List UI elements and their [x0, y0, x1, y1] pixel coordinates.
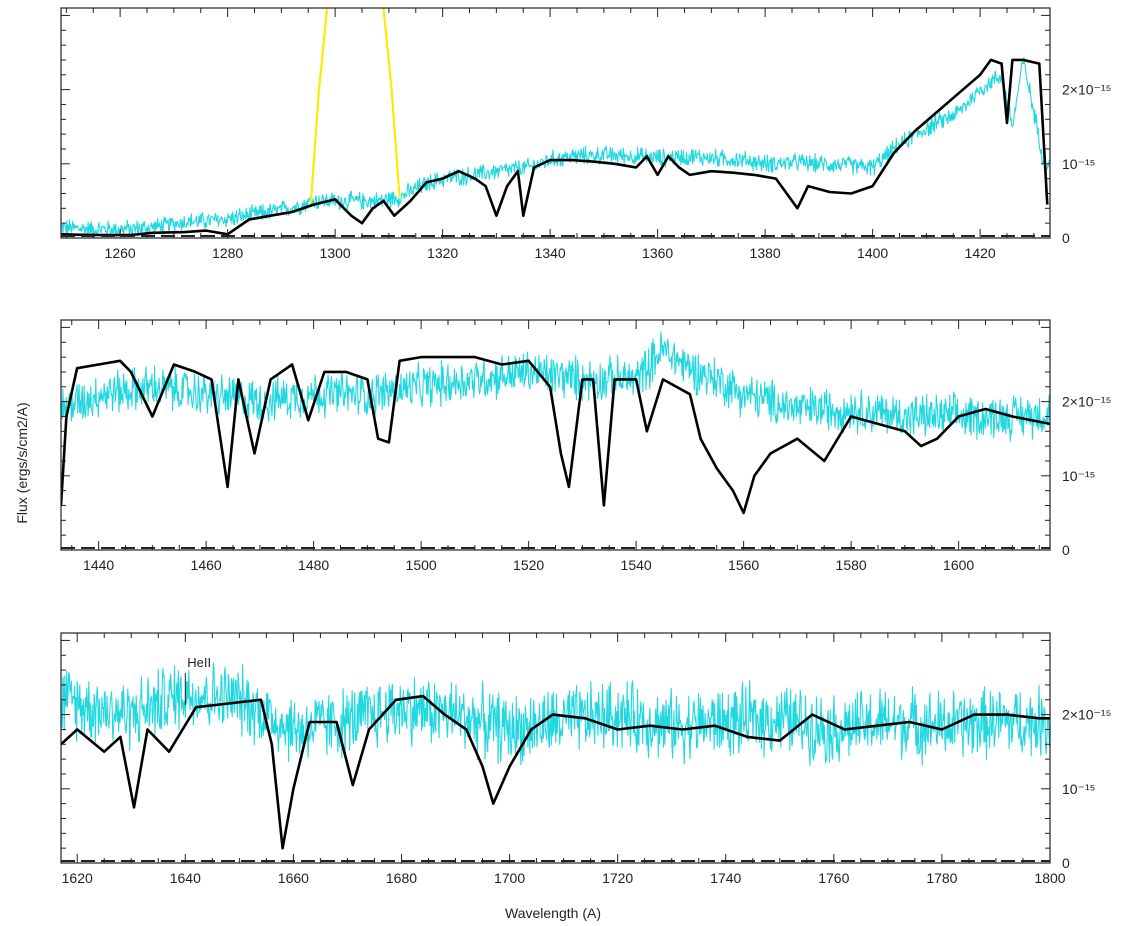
- x-tick-label: 1760: [818, 870, 849, 886]
- series-model-line: [61, 355, 1050, 515]
- x-tick-label: 1740: [710, 870, 741, 886]
- annotation-label: HeII: [187, 655, 211, 670]
- chart-panel-3: 1620 1640 1660 1680 1700 1720 1740 1760 1780 1800…: [60, 632, 1111, 886]
- plot-frame: [60, 7, 1051, 239]
- x-tick-label: 1620: [62, 870, 93, 886]
- series-group: [61, 8, 1050, 238]
- chart-panel-2: 1440 1460 1480 1500 1520 1540 1560 1580 1600 0 10⁻…: [60, 319, 1111, 573]
- x-tick-label: 1280: [212, 245, 243, 261]
- x-tick-label: 1460: [191, 557, 222, 573]
- x-tick-label: 1540: [621, 557, 652, 573]
- y-tick-label: 0: [1062, 542, 1070, 558]
- series-group: [61, 662, 1050, 850]
- x-tick-label: 1400: [857, 245, 888, 261]
- x-tick-label: 1560: [728, 557, 759, 573]
- x-tick-label: 1640: [170, 870, 201, 886]
- chart-panel-1: 1260 1280 1300 1320 1340 1360 1380 1400 1420 0 10⁻…: [60, 7, 1111, 261]
- x-axis-title: Wavelength (A): [505, 905, 601, 921]
- x-tick-label: 1600: [943, 557, 974, 573]
- x-tick-label: 1800: [1034, 870, 1065, 886]
- x-tick-label: 1700: [494, 870, 525, 886]
- y-tick-label: 10⁻¹⁵: [1062, 781, 1095, 797]
- x-tick-label: 1260: [105, 245, 136, 261]
- series-model-line: [61, 58, 1049, 237]
- series-observed-line: [61, 662, 1050, 766]
- x-tick-label: 1500: [406, 557, 437, 573]
- x-tick-label: 1320: [427, 245, 458, 261]
- x-tick-label: 1520: [513, 557, 544, 573]
- x-tick-label: 1580: [836, 557, 867, 573]
- x-tick-label: 1680: [386, 870, 417, 886]
- x-tick-label: 1780: [926, 870, 957, 886]
- y-tick-label: 10⁻¹⁵: [1062, 468, 1095, 484]
- y-axis-title: Flux (ergs/s/cm2/A): [14, 402, 30, 523]
- x-tick-label: 1300: [320, 245, 351, 261]
- x-tick-label: 1720: [602, 870, 633, 886]
- series-geocoronal-line: [309, 8, 401, 203]
- x-tick-label: 1420: [965, 245, 996, 261]
- y-tick-label: 2×10⁻¹⁵: [1062, 707, 1111, 723]
- plot-frame: [60, 319, 1051, 551]
- series-observed-line: [61, 57, 1050, 238]
- x-tick-label: 1440: [83, 557, 114, 573]
- series-group: [61, 331, 1050, 515]
- y-tick-label: 10⁻¹⁵: [1062, 156, 1095, 172]
- y-tick-label: 0: [1062, 855, 1070, 871]
- plot-frame: [60, 632, 1051, 864]
- series-model-line: [61, 694, 1050, 850]
- x-tick-label: 1480: [298, 557, 329, 573]
- y-tick-label: 2×10⁻¹⁵: [1062, 394, 1111, 410]
- x-tick-label: 1660: [278, 870, 309, 886]
- y-tick-label: 0: [1062, 230, 1070, 246]
- x-tick-label: 1380: [750, 245, 781, 261]
- series-observed-line: [61, 331, 1050, 442]
- x-tick-label: 1340: [535, 245, 566, 261]
- x-tick-label: 1360: [642, 245, 673, 261]
- y-tick-label: 2×10⁻¹⁵: [1062, 82, 1111, 98]
